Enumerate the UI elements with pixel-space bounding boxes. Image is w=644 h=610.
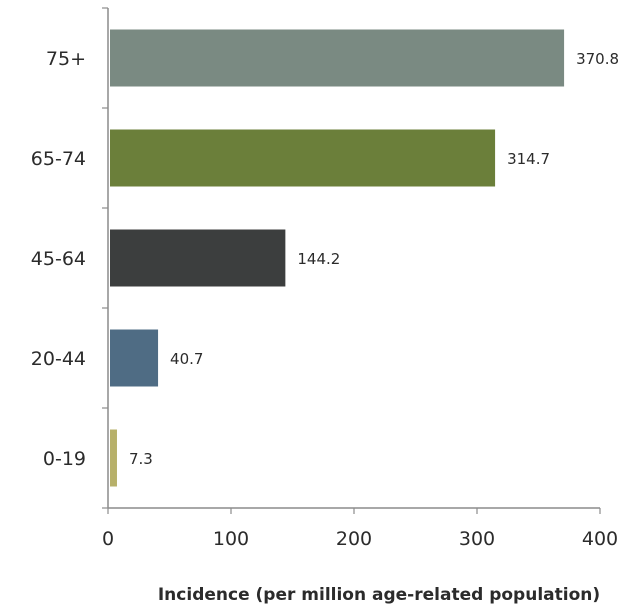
category-label: 0-19	[43, 448, 86, 470]
bar-45-64	[110, 229, 286, 287]
x-tick-label: 400	[582, 528, 618, 550]
category-label: 75+	[46, 48, 86, 70]
data-label: 370.8	[576, 50, 619, 68]
x-tick-label: 300	[459, 528, 495, 550]
data-label: 144.2	[297, 250, 340, 268]
x-tick-label: 100	[213, 528, 249, 550]
category-label: 65-74	[31, 148, 86, 170]
x-tick-label: 200	[336, 528, 372, 550]
category-label: 45-64	[31, 248, 86, 270]
chart-labels: 0 100 200 300 400 75+ 370.8 65-74 314.7 45-64 144.…	[31, 48, 619, 550]
category-label: 20-44	[31, 348, 86, 370]
bar-75+	[110, 29, 565, 87]
data-label: 7.3	[129, 450, 153, 468]
x-axis-title: Incidence (per million age-related popul…	[158, 585, 600, 605]
chart-axes	[102, 7, 601, 514]
chart-bars	[110, 29, 565, 487]
data-label: 40.7	[170, 350, 203, 368]
data-label: 314.7	[507, 150, 550, 168]
bar-65-74	[110, 129, 496, 187]
bar-20-44	[110, 329, 159, 387]
bar-0-19	[110, 429, 117, 487]
x-tick-label: 0	[102, 528, 114, 550]
